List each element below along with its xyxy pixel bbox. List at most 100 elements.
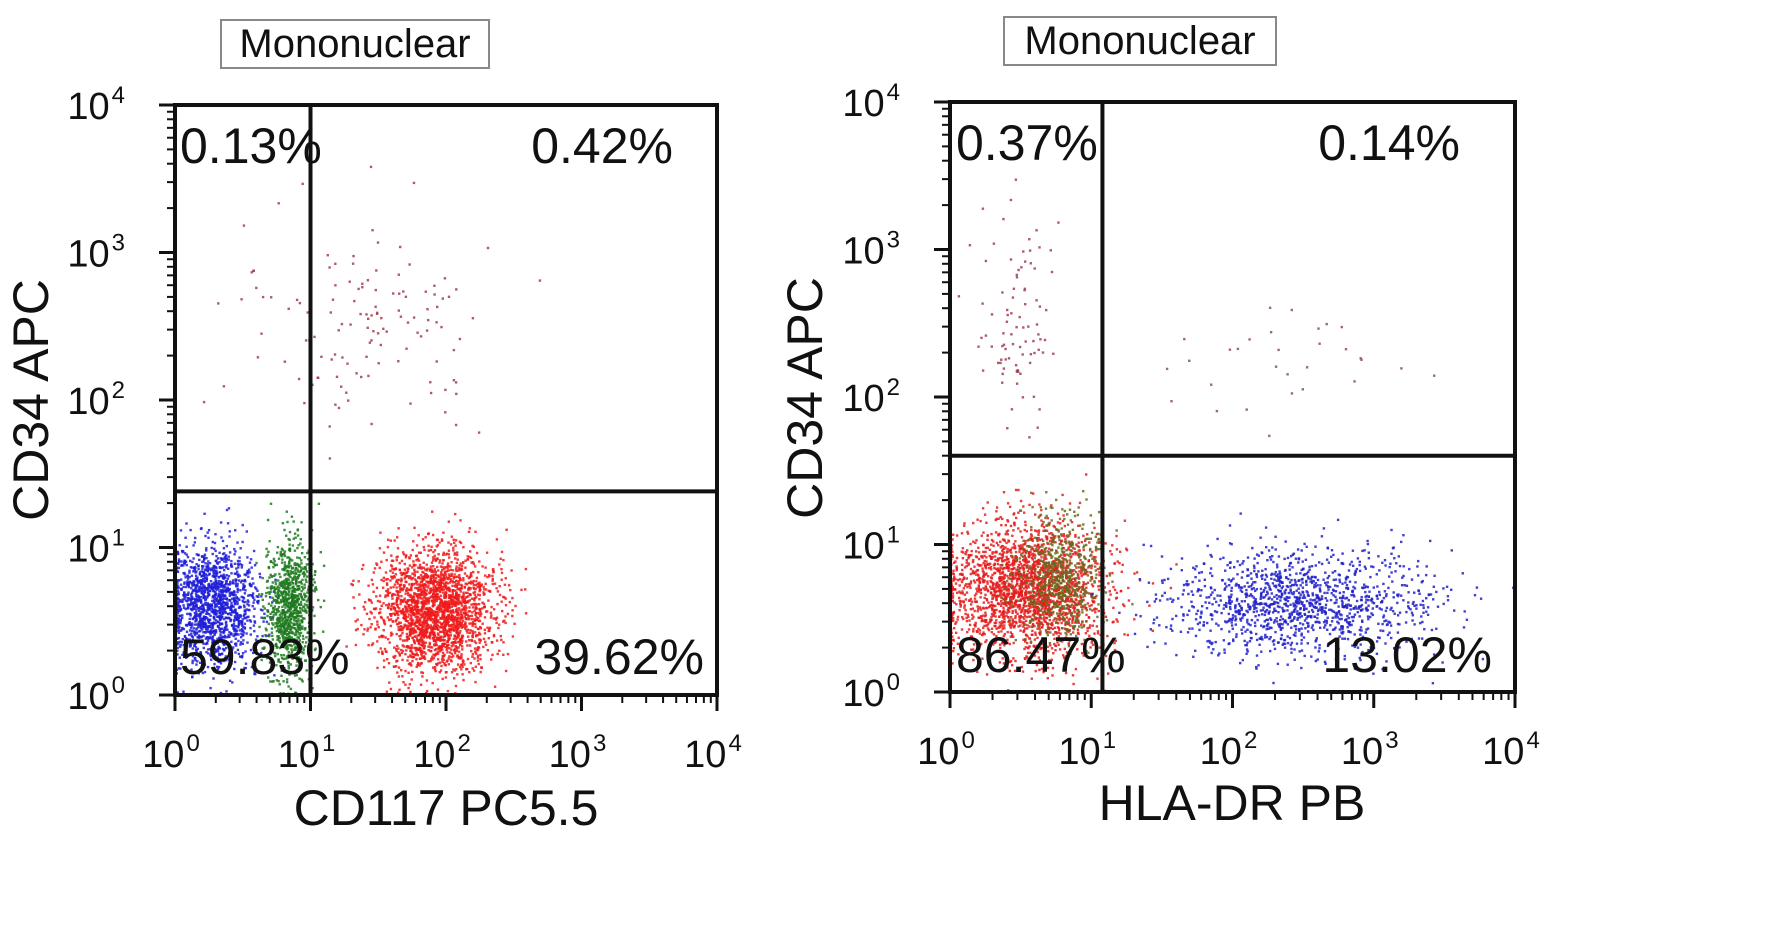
event-dot-red bbox=[413, 640, 416, 643]
event-dot-blue bbox=[185, 630, 189, 633]
event-dot-blue bbox=[244, 666, 247, 670]
event-dot-red bbox=[479, 657, 482, 661]
event-dot-red bbox=[399, 625, 402, 628]
event-dot-red bbox=[411, 611, 415, 614]
event-dot-red bbox=[460, 657, 463, 660]
event-dot-blue bbox=[209, 633, 212, 636]
event-dot-blue bbox=[182, 585, 185, 589]
event-dot-green bbox=[293, 569, 297, 572]
event-dot-green bbox=[283, 550, 287, 553]
event-dot-red bbox=[419, 551, 422, 554]
event-dot-red bbox=[456, 629, 459, 632]
event-dot-blue bbox=[215, 588, 218, 591]
event-dot-blue bbox=[222, 659, 226, 663]
event-dot-green bbox=[286, 670, 289, 673]
event-dot-blue bbox=[212, 570, 215, 573]
event-dot-blue bbox=[182, 606, 186, 609]
event-dot-green bbox=[275, 664, 278, 667]
event-dot-red bbox=[470, 649, 473, 653]
event-dot-sparse bbox=[435, 321, 438, 324]
event-dot-sparse bbox=[335, 375, 339, 378]
event-dot-red bbox=[429, 548, 433, 552]
event-dot-blue bbox=[194, 614, 197, 617]
event-dot-red bbox=[434, 586, 438, 589]
event-dot-blue bbox=[199, 613, 203, 616]
event-dot-red bbox=[1125, 547, 1128, 550]
event-dot-red bbox=[425, 569, 428, 572]
event-dot-blue bbox=[176, 551, 180, 555]
event-dot-red bbox=[428, 596, 431, 599]
event-dot-green bbox=[295, 623, 298, 626]
event-dot-red bbox=[430, 626, 433, 629]
event-dot-red bbox=[1005, 614, 1008, 617]
event-dot-green bbox=[292, 601, 296, 604]
event-dot-blue bbox=[207, 560, 210, 563]
event-dot-blue bbox=[222, 575, 225, 579]
event-dot-red bbox=[461, 636, 464, 640]
event-dot-blue bbox=[204, 631, 208, 634]
event-dot-red bbox=[444, 596, 447, 600]
event-dot-blue bbox=[225, 557, 228, 560]
event-dot-blue bbox=[217, 660, 220, 663]
event-dot-red bbox=[426, 554, 430, 557]
event-dot-blue bbox=[227, 555, 230, 558]
event-dot-blue bbox=[220, 583, 223, 586]
event-dot-red bbox=[419, 657, 422, 660]
event-dot-blue bbox=[195, 570, 198, 573]
event-dot-red bbox=[391, 602, 394, 606]
event-dot-red bbox=[453, 677, 456, 680]
event-dot-green bbox=[270, 659, 274, 662]
event-dot-blue bbox=[227, 583, 230, 586]
event-dot-red bbox=[388, 681, 391, 684]
event-dot-green bbox=[282, 617, 285, 621]
event-dot-green bbox=[284, 582, 287, 585]
quadrant-label-ur-1: 0.42% bbox=[531, 118, 673, 174]
event-dot-green bbox=[303, 573, 307, 576]
event-dot-blue bbox=[179, 619, 182, 622]
event-dot-red bbox=[407, 615, 410, 619]
event-dot-blue bbox=[216, 641, 219, 645]
event-dot-red bbox=[472, 591, 475, 595]
event-dot-red bbox=[477, 616, 480, 620]
event-dot-red bbox=[425, 607, 429, 611]
event-dot-blue bbox=[197, 621, 200, 624]
event-dot-red bbox=[458, 632, 461, 635]
event-dot-green bbox=[287, 638, 290, 641]
event-dot-red bbox=[410, 614, 413, 617]
event-dot-green bbox=[287, 651, 290, 654]
event-dot-red bbox=[416, 634, 420, 637]
event-dot-blue bbox=[180, 563, 184, 567]
event-dot-red bbox=[408, 683, 411, 686]
event-dot-blue bbox=[223, 584, 226, 587]
event-dot-red bbox=[467, 530, 471, 533]
event-dot-red bbox=[432, 657, 436, 660]
event-dot-red bbox=[467, 581, 470, 584]
event-dot-red bbox=[499, 634, 502, 638]
event-dot-blue bbox=[193, 644, 196, 647]
event-dot-red bbox=[367, 584, 370, 587]
event-dot-blue bbox=[203, 663, 207, 666]
event-dot-blue bbox=[189, 599, 193, 603]
event-dot-blue bbox=[214, 606, 217, 609]
event-dot-blue bbox=[206, 648, 210, 651]
event-dot-sparse bbox=[337, 406, 341, 410]
event-dot-green bbox=[272, 562, 275, 565]
event-dot-sparse bbox=[409, 402, 412, 405]
event-dot-red bbox=[398, 635, 401, 638]
event-dot-red bbox=[417, 600, 420, 603]
event-dot-blue bbox=[241, 596, 245, 599]
event-dot-red bbox=[431, 655, 434, 658]
event-dot-green bbox=[289, 564, 292, 568]
event-dot-red bbox=[445, 648, 448, 652]
event-dot-red bbox=[488, 575, 491, 578]
event-dot-red bbox=[498, 649, 501, 652]
event-dot-red bbox=[437, 647, 440, 650]
event-dot-blue bbox=[211, 605, 214, 608]
event-dot-green bbox=[296, 562, 299, 565]
event-dot-blue bbox=[243, 622, 247, 625]
event-dot-green bbox=[279, 554, 282, 557]
event-dot-red bbox=[509, 588, 512, 592]
event-dot-blue bbox=[214, 649, 218, 652]
event-dot-blue bbox=[252, 596, 255, 599]
event-dot-red bbox=[389, 624, 392, 628]
